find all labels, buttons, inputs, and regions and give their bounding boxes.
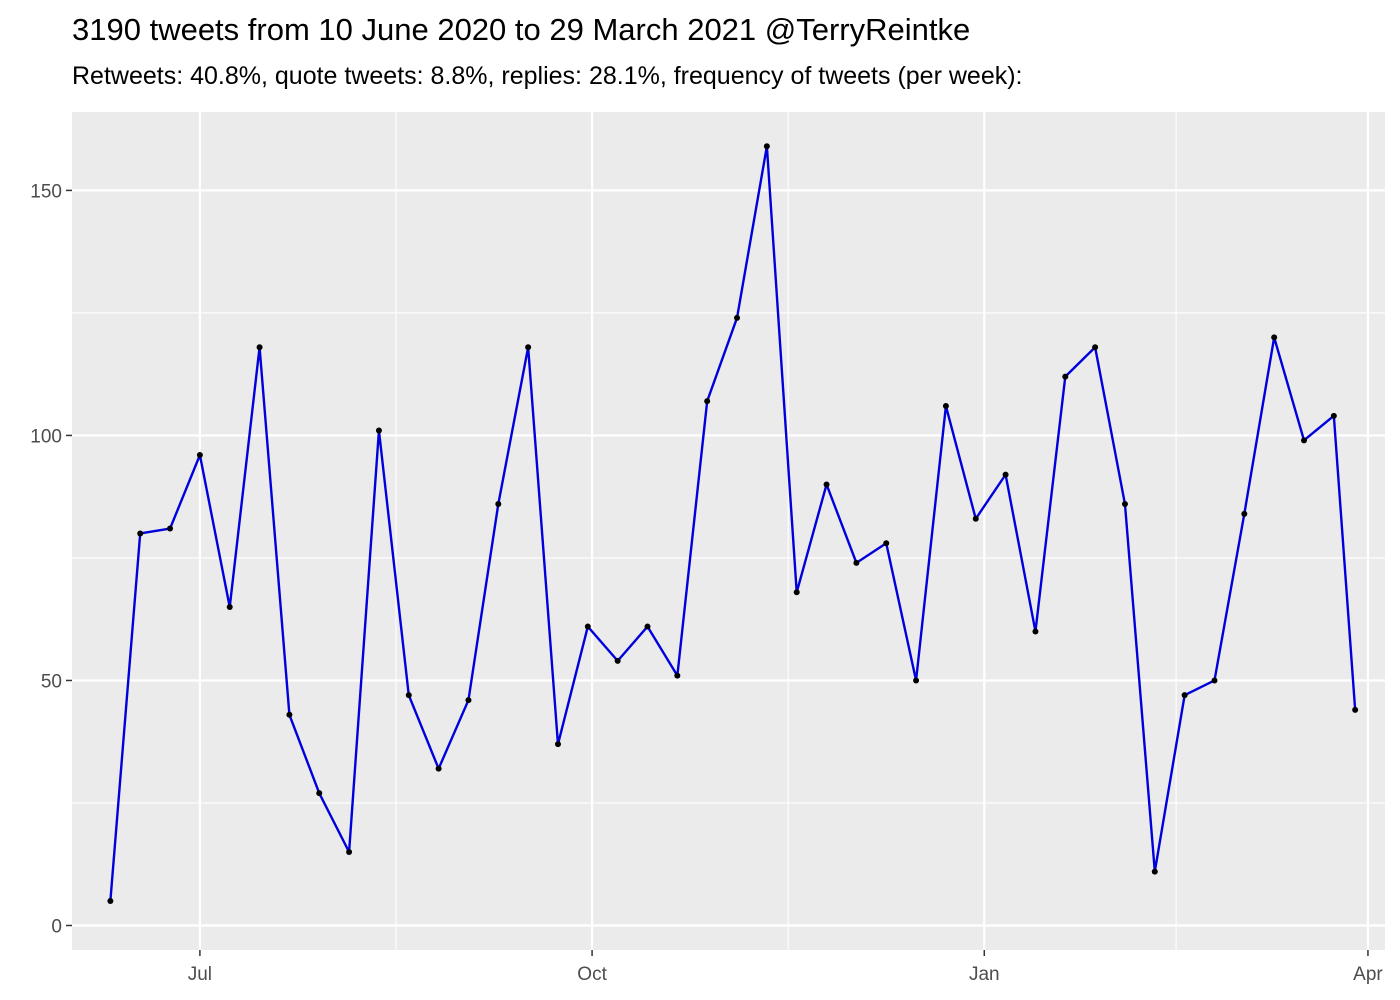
data-point [734,314,741,321]
data-point [107,897,114,904]
data-point [256,344,263,351]
data-point [137,530,144,537]
data-point [375,427,382,434]
y-tick-label: 50 [41,671,62,692]
minor-gridlines [72,112,1385,950]
y-tick-label: 150 [30,181,62,202]
x-tick-label: Jan [969,964,1000,985]
plot-panel [72,112,1385,950]
data-point [793,589,800,596]
data-point [763,143,770,150]
data-point [1032,628,1039,635]
x-tick-label: Jul [188,964,212,985]
data-point [1062,373,1069,380]
axis-ticks [66,189,1369,956]
y-tick-label: 100 [30,426,62,447]
data-point [1330,412,1337,419]
data-point [614,657,621,664]
data-point [226,603,233,610]
data-point [674,672,681,679]
chart-title: 3190 tweets from 10 June 2020 to 29 Marc… [72,12,971,47]
data-point [196,452,203,459]
data-point [1092,344,1099,351]
data-point [346,848,353,855]
tick-labels: 0 50 100 150 Jul Oct Jan Apr [30,181,1383,985]
data-point [525,344,532,351]
data-point [942,403,949,410]
data-point [286,711,293,718]
data-point [913,677,920,684]
data-point [853,559,860,566]
data-point [316,790,323,797]
data-point [704,398,711,405]
chart-subtitle: Retweets: 40.8%, quote tweets: 8.8%, rep… [72,62,1023,90]
x-tick-label: Oct [577,964,607,985]
data-point [823,481,830,488]
major-gridlines [72,112,1385,950]
data-point [883,540,890,547]
data-point [405,692,412,699]
data-point [495,501,502,508]
data-point [1211,677,1218,684]
data-point [465,697,472,704]
data-point [1181,692,1188,699]
data-point [1151,868,1158,875]
data-point [1352,706,1359,713]
data-point [972,515,979,522]
data-point [1241,510,1248,517]
data-point [167,525,174,532]
data-point [644,623,651,630]
data-point [435,765,442,772]
data-point [1002,471,1009,478]
data-point [1301,437,1308,444]
y-tick-label: 0 [51,916,62,937]
data-point [1271,334,1278,341]
data-point [1121,501,1128,508]
x-tick-label: Apr [1353,964,1383,985]
data-point [554,741,561,748]
data-points [107,143,1359,904]
data-point [584,623,591,630]
